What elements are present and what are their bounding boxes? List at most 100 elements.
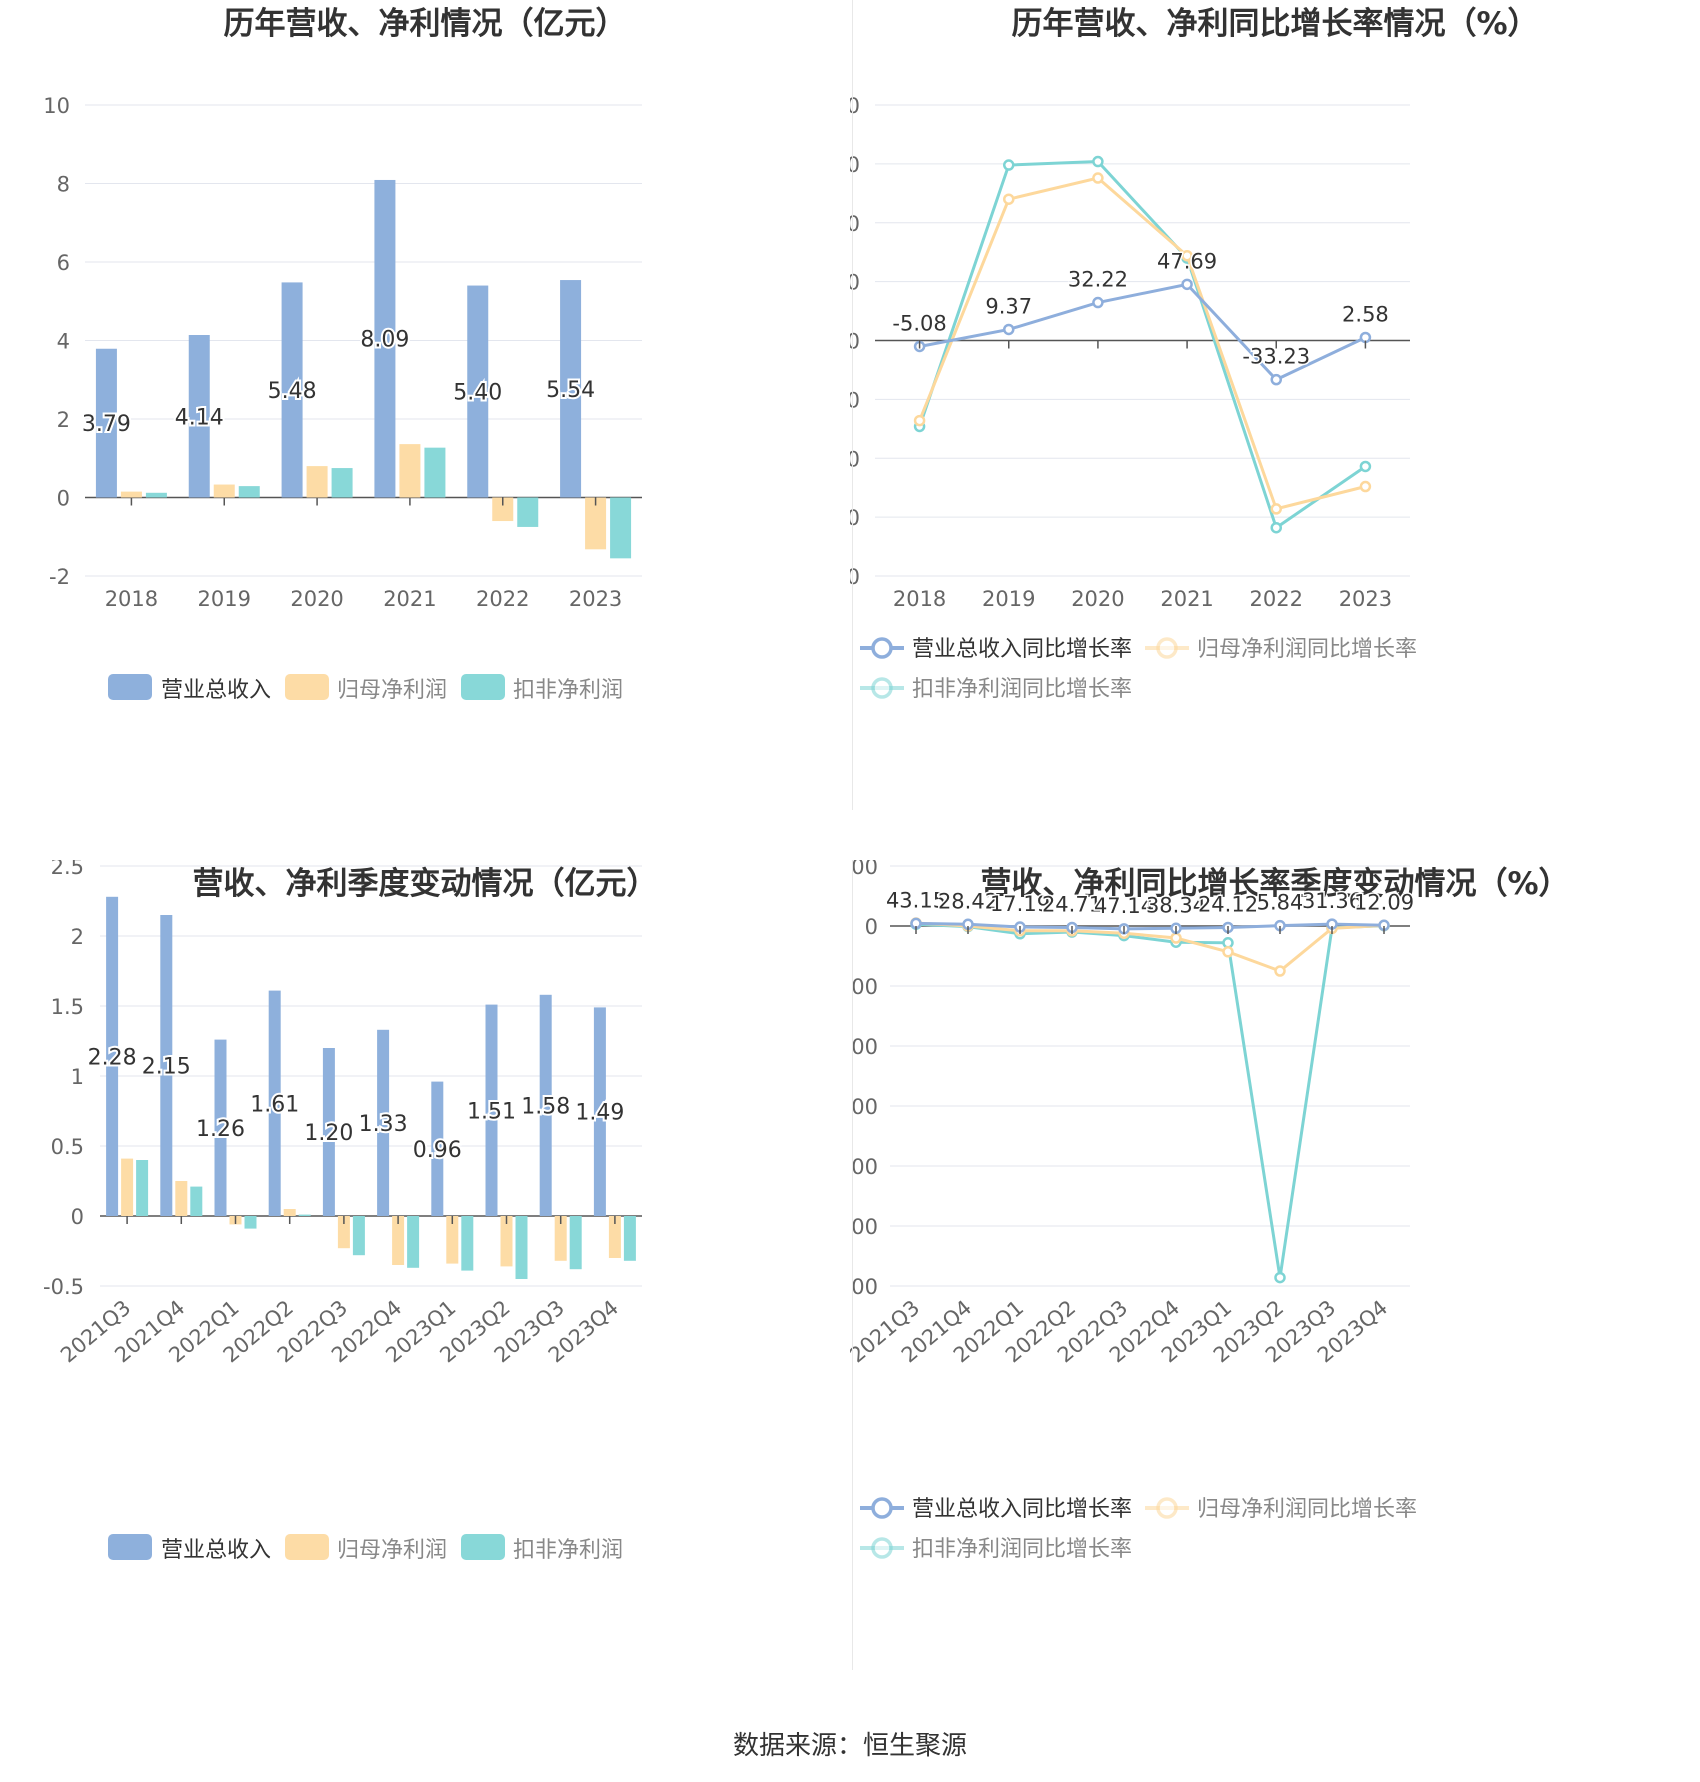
y-tick-label: 0 [850, 330, 860, 354]
series-point [1270, 521, 1282, 534]
series-point [1092, 296, 1104, 309]
series-point [1170, 932, 1182, 944]
data-label: 31.36 [1302, 889, 1362, 913]
data-label: 1.26 [196, 1117, 245, 1142]
legend-marker [1156, 1497, 1178, 1519]
x-tick-label: 2019 [982, 587, 1035, 611]
bar-revenue [268, 990, 281, 1216]
annual-growth-line-chart-svg: 历年营收、净利同比增长率情况（%） -200 -150 -100 -50 0 50 100 15… [850, 6, 1539, 702]
y-tick-label: -2,000 [850, 1035, 878, 1059]
series-point [1359, 460, 1372, 473]
x-tick-label: 2019 [198, 587, 251, 611]
bar-net-profit [213, 484, 235, 498]
data-label: 5.84 [1257, 891, 1304, 915]
series-line [915, 922, 1385, 1278]
series-point [1359, 480, 1372, 493]
annual-bar-chart: 历年营收、净利情况（亿元） -2 0 2 4 6 8 10 3.79 4.14 5.48 8.09 5.… [0, 0, 850, 860]
bar-deducted-profit [517, 497, 539, 527]
legend-label: 扣非净利润 [513, 678, 623, 703]
y-tick-label: 8 [57, 173, 70, 197]
legend-label: 归母净利润 [337, 1538, 447, 1563]
bar-net-profit [175, 1181, 188, 1216]
bar-net-profit [120, 491, 142, 498]
legend-label: 扣非净利润同比增长率 [912, 677, 1132, 702]
series-point [913, 414, 926, 427]
annual-growth-line-chart: 历年营收、净利同比增长率情况（%） -200 -150 -100 -50 0 50 100 15… [850, 0, 1700, 860]
series-point [1003, 159, 1015, 171]
series-point [1003, 193, 1015, 205]
bar-revenue [95, 348, 117, 498]
data-label: 47.69 [1157, 249, 1217, 273]
y-tick-label: -5,000 [850, 1215, 878, 1239]
data-label: 2.58 [1342, 302, 1389, 326]
y-tick-label: 10 [43, 94, 70, 118]
y-tick-label: 1 [71, 1065, 84, 1089]
bar-revenue [539, 994, 552, 1216]
y-tick-label: 0 [865, 915, 878, 939]
bar-deducted-profit [569, 1216, 582, 1270]
data-label: 1.20 [304, 1121, 353, 1146]
bar-revenue [160, 915, 173, 1216]
series-line [915, 921, 1385, 973]
data-label: 24.71 [1042, 892, 1102, 916]
y-tick-label: -0.5 [43, 1275, 84, 1299]
legend-marker [871, 1537, 893, 1559]
y-tick-label: -200 [850, 565, 860, 589]
y-tick-label: -3,000 [850, 1095, 878, 1119]
bar-revenue [214, 1039, 227, 1216]
data-label: 4.14 [175, 405, 224, 430]
bar-net-profit [446, 1216, 459, 1264]
quarterly-growth-line-chart-svg: 营收、净利同比增长率季度变动情况（%） -6,000 -5,000 -4,000 -3,… [850, 860, 1570, 1562]
divider-bottom [852, 860, 853, 1670]
bar-deducted-profit [407, 1216, 420, 1268]
bar-deducted-profit [190, 1186, 203, 1216]
data-label: 2.28 [88, 1045, 137, 1070]
y-tick-label: 2 [57, 408, 70, 432]
x-tick-label: 2020 [1071, 587, 1124, 611]
bar-deducted-profit [136, 1160, 149, 1216]
legend-label: 营业总收入同比增长率 [912, 637, 1132, 662]
y-tick-label: 4 [57, 330, 70, 354]
legend-swatch [108, 1534, 152, 1560]
data-label: 32.22 [1068, 268, 1128, 292]
x-tick-label: 2023 [569, 587, 622, 611]
y-tick-label: -4,000 [850, 1155, 878, 1179]
series-point [1270, 503, 1282, 515]
legend-label: 营业总收入 [161, 678, 271, 703]
chart-title: 历年营收、净利情况（亿元） [224, 6, 627, 42]
y-tick-label: 200 [850, 94, 860, 118]
quarterly-bar-chart: 营收、净利季度变动情况（亿元） -0.5 0 0.5 1 1.5 2 2.5 2.28 2.15 1… [0, 860, 850, 1720]
series-line [918, 176, 1366, 511]
y-tick-label: 0 [57, 487, 70, 511]
bar-net-profit [392, 1216, 405, 1265]
legend-label: 营业总收入 [161, 1538, 271, 1563]
bar-revenue [322, 1048, 335, 1216]
data-label: 1.58 [521, 1094, 570, 1119]
y-tick-label: 6 [57, 251, 70, 275]
series-point [1003, 323, 1015, 336]
data-label: 1.49 [575, 1101, 624, 1126]
x-tick-label: 2022 [476, 587, 529, 611]
legend-swatch [285, 674, 329, 700]
y-tick-label: 1,000 [850, 860, 878, 879]
bar-net-profit [554, 1216, 567, 1261]
legend-label: 扣非净利润 [513, 1538, 623, 1563]
bar-revenue [560, 280, 582, 498]
bar-net-profit [121, 1158, 134, 1216]
bar-deducted-profit [515, 1216, 528, 1279]
legend-label: 归母净利润同比增长率 [1197, 1497, 1417, 1522]
legend-marker [871, 1497, 893, 1519]
data-label: 1.51 [467, 1099, 516, 1124]
series-line [919, 282, 1367, 382]
data-label: 12.09 [1354, 890, 1414, 914]
data-label: 1.61 [250, 1092, 299, 1117]
bar-deducted-profit [244, 1216, 257, 1229]
y-tick-label: 2.5 [51, 860, 84, 879]
bar-net-profit [585, 497, 607, 550]
x-tick-label: 2022 [1250, 587, 1303, 611]
series-point [1222, 946, 1234, 958]
x-tick-label: 2018 [893, 587, 946, 611]
quarterly-bar-chart-svg: 营收、净利季度变动情况（亿元） -0.5 0 0.5 1 1.5 2 2.5 2.28 2.15 1… [43, 860, 657, 1563]
data-label: 43.15 [886, 888, 946, 912]
bar-revenue [374, 179, 396, 498]
